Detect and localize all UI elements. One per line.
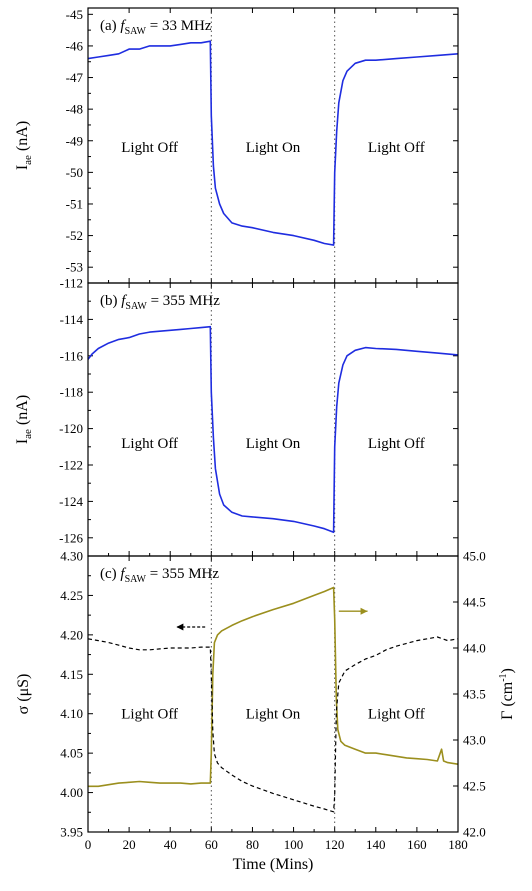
region-label: Light On [246,707,301,723]
region-label: Light Off [121,140,178,156]
y-tick-label: -46 [66,38,84,53]
y-tick-label: 3.95 [60,825,83,840]
y-axis-title-main: I [14,439,31,444]
y-right-tick-label: 43.0 [463,733,486,748]
y-tick-label: 4.15 [60,667,83,682]
region-label: Light Off [121,436,178,452]
x-axis-title: Time (Mins) [233,856,314,873]
y-tick-label: -114 [60,312,84,327]
x-tick-label: 80 [246,837,259,852]
y-right-tick-label: 44.0 [463,641,486,656]
y-tick-label: -49 [66,133,83,148]
y-right-title-sup: -1 [498,673,509,681]
freq-symbol: f [120,18,126,34]
x-tick-label: 100 [284,837,304,852]
x-tick-label: 0 [85,837,92,852]
region-label: Light On [246,436,301,452]
y-tick-label: 4.20 [60,627,83,642]
y-axis-title: Iae (nA) [14,395,34,444]
panel-a: -53 -52 -51 -50 -49 -48 -47 -46 -45 Light Off Ligh… [14,7,459,284]
freq-symbol: f [121,293,127,309]
y-right-axis-title: Γ (cm-1) [498,668,516,720]
y-tick-label: 4.10 [60,706,83,721]
y-right-tick-label: 44.5 [463,595,486,610]
panel-b: -126 -124 -122 -120 -118 -116 -114 -112 Light Of… [14,276,459,557]
region-label: Light Off [368,707,425,723]
y-tick-label: 4.30 [60,549,83,564]
y-tick-label: -50 [66,165,83,180]
freq-subscript: SAW [125,301,147,312]
y-tick-label: -126 [59,530,83,545]
x-tick-label: 60 [205,837,218,852]
region-label: Light On [246,140,301,156]
panel-label-group: (a) fSAW = 33 MHz [100,18,212,37]
y-axis-title: σ (μS) [15,674,32,715]
y-tick-label: -122 [59,458,83,473]
series-line-gamma [87,636,459,813]
freq-value: = 355 MHz [147,293,220,309]
freq-subscript: SAW [125,26,147,37]
freq-value: = 355 MHz [146,566,219,582]
y-tick-label: -47 [66,70,84,85]
region-label: Light Off [368,140,425,156]
arrow-head-right [360,607,368,615]
x-tick-label: 180 [448,837,468,852]
panel-label-group: (c) fSAW = 355 MHz [100,566,219,585]
y-axis-title-main: I [14,165,31,170]
x-tick-label: 20 [123,837,136,852]
x-tick-label: 120 [325,837,345,852]
y-right-title-close: ) [499,668,516,673]
y-tick-label: -51 [66,196,83,211]
y-axis-title: Iae (nA) [14,121,34,170]
x-tick-label: 140 [366,837,386,852]
region-label: Light Off [368,436,425,452]
x-tick-label: 40 [164,837,177,852]
plot-frame [87,555,459,833]
region-label: Light Off [121,707,178,723]
x-tick-label: 160 [407,837,427,852]
y-tick-label: -120 [59,421,83,436]
panel-c: 3.95 4.00 4.05 4.10 4.15 4.20 4.25 4.30 42.0 42.5… [15,549,516,874]
y-right-tick-label: 43.5 [463,687,486,702]
series-line-iae [87,325,459,534]
y-tick-label: -112 [60,276,83,291]
y-tick-label: 4.00 [60,785,83,800]
y-axis-title-sub: ae [22,429,34,439]
y-right-tick-label: 45.0 [463,549,486,564]
y-axis-title-unit: (nA) [14,121,31,155]
freq-subscript: SAW [125,574,147,585]
arrow-head-left [176,623,184,631]
freq-symbol: f [120,566,126,582]
y-right-tick-label: 42.0 [463,825,486,840]
y-tick-label: -52 [66,228,83,243]
y-right-tick-label: 42.5 [463,779,486,794]
panel-label-group: (b) fSAW = 355 MHz [100,293,220,312]
y-tick-label: -116 [60,348,84,363]
series-line-sigma [88,586,459,788]
y-tick-label: -53 [66,260,83,275]
y-axis-title-sub: ae [22,155,34,165]
panel-label: (b) [100,293,121,309]
y-tick-label: -118 [60,385,83,400]
y-tick-label: 4.25 [60,588,83,603]
y-axis-title-main: σ [15,705,32,714]
panel-label: (a) [100,18,120,34]
plot-frame [87,282,459,557]
y-axis-title-unit: (nA) [14,395,31,429]
y-tick-label: 4.05 [60,746,83,761]
y-tick-label: -124 [59,494,83,509]
y-axis-title-unit: (μS) [15,674,32,706]
panel-label: (c) [100,566,120,582]
series-line-iae [87,40,459,246]
y-tick-label: -48 [66,102,83,117]
y-right-title-main: Γ (cm [499,681,516,720]
freq-value: = 33 MHz [146,18,212,34]
y-tick-label: -45 [66,7,83,22]
